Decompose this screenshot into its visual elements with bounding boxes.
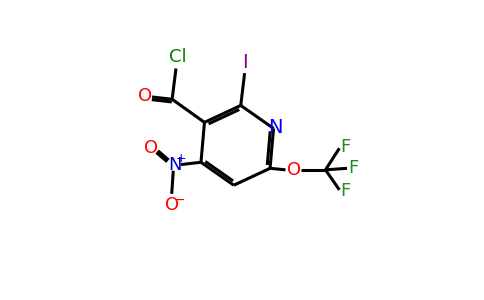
Text: O: O (138, 87, 152, 105)
Text: N: N (168, 156, 182, 174)
Text: O: O (287, 161, 301, 179)
Text: −: − (174, 193, 185, 207)
Text: +: + (176, 152, 186, 165)
Text: O: O (144, 140, 158, 158)
Text: Cl: Cl (169, 48, 187, 66)
Text: F: F (340, 182, 350, 200)
Text: N: N (268, 118, 282, 137)
Text: O: O (165, 196, 179, 214)
Text: F: F (340, 138, 350, 156)
Text: I: I (242, 53, 248, 72)
Text: F: F (348, 159, 358, 177)
